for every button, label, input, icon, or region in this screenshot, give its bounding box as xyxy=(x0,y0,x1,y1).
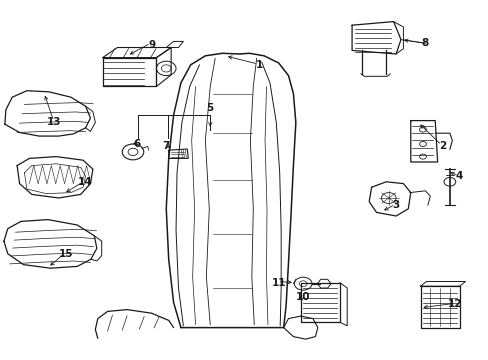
Text: 13: 13 xyxy=(46,117,61,127)
Text: 3: 3 xyxy=(392,200,399,210)
Text: 2: 2 xyxy=(438,141,445,151)
Text: 7: 7 xyxy=(162,141,170,151)
Text: 12: 12 xyxy=(447,299,461,309)
Text: 1: 1 xyxy=(255,60,262,70)
Text: 5: 5 xyxy=(206,103,213,113)
Text: 11: 11 xyxy=(271,278,285,288)
Text: 10: 10 xyxy=(295,292,310,302)
Text: 6: 6 xyxy=(133,139,140,149)
Text: 9: 9 xyxy=(148,40,155,50)
Text: 14: 14 xyxy=(78,177,93,187)
Text: 8: 8 xyxy=(421,38,428,48)
Text: 4: 4 xyxy=(455,171,463,181)
Text: 15: 15 xyxy=(59,249,73,259)
